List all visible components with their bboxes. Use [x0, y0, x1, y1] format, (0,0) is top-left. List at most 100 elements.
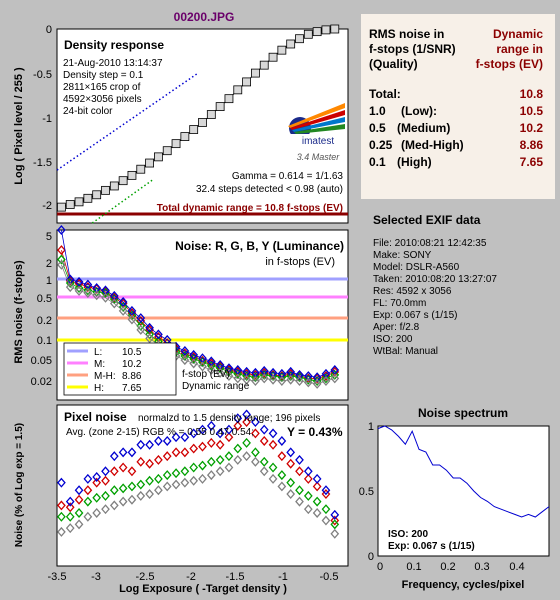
pixel-noise-avg: Avg. (zone 2-15) RGB % = 0.55 0.47 0.54;: [66, 427, 254, 438]
noise-marker-G: [198, 357, 207, 368]
density-step-marker: [206, 110, 216, 119]
pixel-noise-marker-G: [92, 492, 102, 503]
density-step-marker: [303, 29, 313, 39]
figure-title: 00200.JPG: [174, 10, 235, 24]
noise-marker-G: [83, 285, 93, 296]
noise-marker-B: [154, 329, 163, 340]
dr-row-value: 7.65: [520, 155, 544, 169]
pixel-noise-marker-G: [65, 511, 75, 522]
pixel-noise-marker-R: [154, 454, 163, 465]
legend-value: 10.5: [122, 347, 142, 358]
pixel-xtick: -1: [278, 571, 288, 583]
pixel-noise-marker-Y: [136, 490, 146, 501]
pixel-noise-marker-R: [295, 466, 304, 477]
noise-line-B: [61, 229, 335, 378]
pixel-noise-marker-G: [145, 475, 154, 486]
pixel-noise-marker-R: [162, 451, 172, 462]
pixel-noise-marker-B: [233, 413, 243, 424]
density-step-marker: [74, 197, 84, 207]
noise-marker-Y: [189, 358, 199, 369]
density-step-marker: [154, 152, 163, 162]
pixel-noise-marker-R: [242, 417, 251, 428]
noise-marker-Y: [118, 305, 128, 316]
pixel-noise-marker-B: [180, 432, 190, 443]
pixel-noise-marker-Y: [180, 477, 190, 488]
density-step-marker: [321, 25, 331, 35]
noise-marker-Y: [180, 355, 190, 366]
density-step-marker: [198, 118, 207, 127]
noise-marker-Y: [57, 259, 66, 270]
density-step-marker: [171, 139, 181, 149]
pixel-noise-marker-B: [321, 485, 331, 496]
dr-header-right: f-stops (EV): [476, 57, 543, 71]
density-step-marker: [295, 34, 304, 44]
noise-ytick: 0.2: [37, 315, 52, 327]
pixel-noise-marker-G: [83, 496, 93, 507]
legend-key: H:: [94, 383, 104, 394]
pixel-noise-title: Pixel noise: [64, 410, 127, 424]
pixel-noise-marks: [57, 409, 340, 539]
noise-marker-R: [295, 371, 304, 382]
noise-marker-B: [295, 369, 304, 380]
pixel-noise-marker-Y: [215, 466, 225, 477]
pixel-noise-marker-B: [277, 436, 287, 446]
pixel-noise-marker-G: [189, 462, 199, 473]
noise-marker-G: [74, 283, 84, 293]
noise-marker-B: [136, 313, 146, 324]
pixel-noise-marker-G: [242, 437, 251, 448]
exif-line: ISO: 200: [373, 334, 413, 345]
pixel-xtick: -3: [91, 571, 101, 583]
pixel-noise-marker-R: [198, 441, 207, 452]
pixel-noise-marker-G: [303, 490, 313, 501]
exif-line: Taken: 2010:08:20 13:27:07: [373, 274, 497, 285]
spectrum-ytick: 0: [368, 551, 374, 563]
spectrum-title: Noise spectrum: [418, 406, 508, 420]
noise-marker-Y: [233, 373, 243, 384]
pixel-noise-marker-Y: [259, 466, 269, 477]
density-step-marker: [189, 125, 199, 134]
legend-value: 7.65: [122, 383, 142, 394]
pixel-noise-marker-R: [83, 485, 93, 496]
pixel-noise-marker-B: [189, 428, 199, 439]
noise-marker-Y: [101, 292, 110, 303]
dr-row-label: (Med-High): [401, 138, 464, 152]
exif-block: Selected EXIF data File: 2010:08:21 12:4…: [373, 213, 497, 357]
pixel-noise-marker-G: [233, 443, 243, 454]
pixel-noise-marker-Y: [109, 500, 119, 511]
legend-note: Dynamic range: [182, 381, 250, 392]
noise-marker-R: [57, 245, 66, 256]
noise-marker-G: [233, 368, 243, 379]
pixel-noise-marker-R: [251, 428, 260, 439]
density-ytick: -0.5: [33, 69, 52, 81]
density-title: Density response: [64, 38, 164, 52]
pixel-noise-marker-R: [303, 473, 313, 484]
logo-version: 3.4 Master: [297, 152, 341, 162]
pixel-noise-marker-Y: [268, 473, 278, 484]
pixel-noise-marker-G: [251, 447, 260, 458]
pixel-noise-marker-Y: [162, 481, 172, 492]
noise-marker-G: [330, 369, 340, 380]
noise-marker-Y: [206, 364, 216, 375]
pixel-noise-marker-R: [286, 458, 296, 469]
pixel-noise-marker-R: [65, 502, 75, 513]
noise-marker-G: [259, 369, 269, 380]
noise-marker-R: [101, 286, 110, 297]
density-step-marker: [92, 190, 102, 200]
density-step-marker: [162, 146, 172, 156]
noise-ytick: 0.05: [31, 355, 52, 367]
pixel-noise-marker-B: [154, 436, 163, 446]
noise-marker-B: [180, 345, 190, 356]
pixel-noise-marker-B: [286, 447, 296, 458]
exif-line: FL: 70.0mm: [373, 298, 426, 309]
pixel-noise-marker-G: [118, 483, 128, 494]
pixel-noise-marker-Y: [303, 504, 313, 515]
density-step-marker: [118, 176, 128, 186]
pixel-noise-marker-R: [109, 466, 119, 477]
pixel-noise-marker-R: [224, 432, 234, 443]
pixel-noise-marker-B: [145, 439, 154, 450]
pixel-noise-marker-R: [101, 475, 110, 486]
pixel-xtick: -2: [186, 571, 196, 583]
noise-line-Y: [61, 264, 335, 385]
pixel-noise-marker-B: [268, 428, 278, 439]
